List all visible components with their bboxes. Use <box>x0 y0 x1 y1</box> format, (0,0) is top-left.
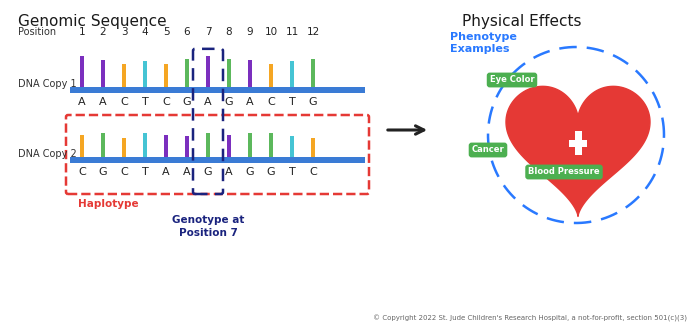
Text: A: A <box>162 167 170 177</box>
Text: Haplotype: Haplotype <box>78 199 139 209</box>
Text: G: G <box>246 167 254 177</box>
Text: DNA Copy 1: DNA Copy 1 <box>18 79 76 89</box>
Bar <box>270 64 273 87</box>
Text: C: C <box>267 97 275 107</box>
Text: Genomic Sequence: Genomic Sequence <box>18 14 167 29</box>
Text: A: A <box>225 167 233 177</box>
Bar <box>206 133 210 157</box>
Text: G: G <box>99 167 107 177</box>
Text: 10: 10 <box>265 27 278 37</box>
Text: T: T <box>141 167 148 177</box>
Text: 5: 5 <box>162 27 169 37</box>
Bar <box>312 138 315 157</box>
Text: 7: 7 <box>204 27 211 37</box>
Text: 12: 12 <box>307 27 320 37</box>
Text: 2: 2 <box>99 27 106 37</box>
Bar <box>186 136 189 157</box>
Bar <box>290 136 294 157</box>
Bar <box>248 60 252 87</box>
Text: 11: 11 <box>286 27 299 37</box>
Bar <box>270 133 273 157</box>
Text: 8: 8 <box>225 27 232 37</box>
Text: G: G <box>309 97 317 107</box>
Text: © Copyright 2022 St. Jude Children's Research Hospital, a not-for-profit, sectio: © Copyright 2022 St. Jude Children's Res… <box>373 315 687 322</box>
Bar <box>164 135 168 157</box>
Text: T: T <box>288 167 295 177</box>
Bar <box>164 64 168 87</box>
Bar <box>144 133 147 157</box>
Text: Eye Color: Eye Color <box>490 76 534 84</box>
Text: 3: 3 <box>120 27 127 37</box>
Text: 1: 1 <box>78 27 85 37</box>
Text: Genotype at
Position 7: Genotype at Position 7 <box>172 215 244 238</box>
Text: Cancer: Cancer <box>472 146 505 154</box>
Text: DNA Copy 2: DNA Copy 2 <box>18 149 77 159</box>
Text: C: C <box>120 97 128 107</box>
Text: T: T <box>288 97 295 107</box>
Text: 9: 9 <box>246 27 253 37</box>
Bar <box>122 64 126 87</box>
Text: C: C <box>162 97 170 107</box>
Text: A: A <box>99 97 107 107</box>
Text: Physical Effects: Physical Effects <box>462 14 582 29</box>
Bar <box>80 56 84 87</box>
Bar <box>569 140 587 147</box>
Bar <box>186 58 189 87</box>
Bar <box>248 133 252 157</box>
Bar <box>102 133 105 157</box>
Text: C: C <box>78 167 86 177</box>
Polygon shape <box>506 86 650 216</box>
Text: A: A <box>246 97 254 107</box>
Text: C: C <box>120 167 128 177</box>
Text: 4: 4 <box>141 27 148 37</box>
Bar <box>70 157 365 163</box>
Bar <box>144 61 147 87</box>
Text: G: G <box>267 167 275 177</box>
Bar <box>122 138 126 157</box>
Bar <box>102 60 105 87</box>
Text: 6: 6 <box>183 27 190 37</box>
Bar <box>206 56 210 87</box>
Bar <box>290 61 294 87</box>
Bar <box>575 131 582 155</box>
Bar <box>70 87 365 93</box>
Text: A: A <box>204 97 212 107</box>
Text: T: T <box>141 97 148 107</box>
Text: A: A <box>78 97 86 107</box>
Text: C: C <box>309 167 317 177</box>
Bar <box>80 135 84 157</box>
Bar <box>228 58 231 87</box>
Bar <box>312 58 315 87</box>
Text: G: G <box>204 167 212 177</box>
Text: G: G <box>225 97 233 107</box>
Text: G: G <box>183 97 191 107</box>
Text: A: A <box>183 167 191 177</box>
Text: Position: Position <box>18 27 56 37</box>
Bar <box>228 135 231 157</box>
Text: Phenotype
Examples: Phenotype Examples <box>450 32 517 54</box>
Text: Blood Pressure: Blood Pressure <box>528 168 600 177</box>
